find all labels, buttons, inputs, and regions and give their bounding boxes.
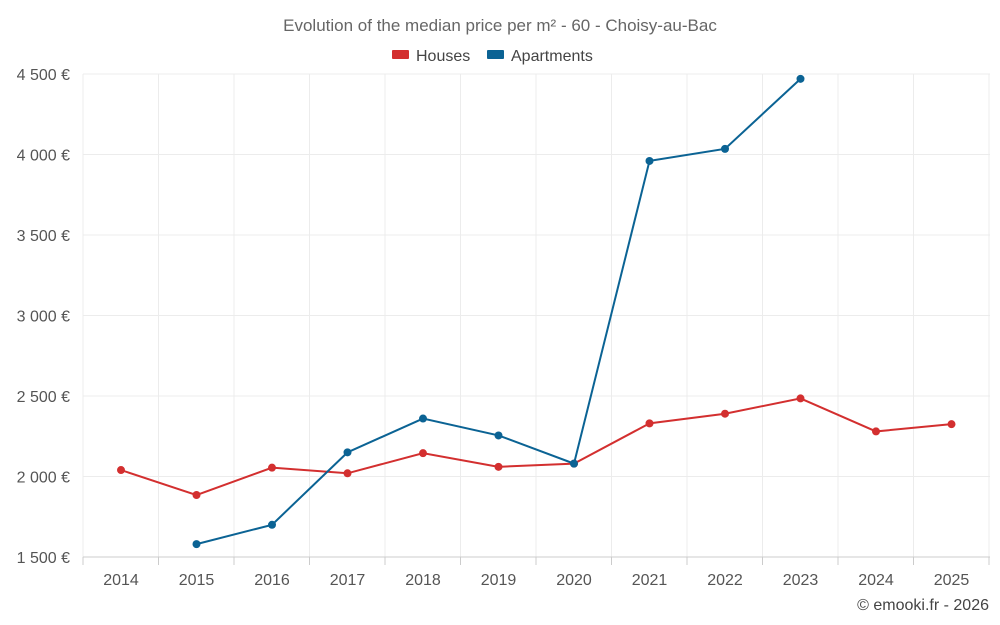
x-tick-label-2015: 2015 <box>179 572 215 589</box>
data-point-apartments-2018[interactable] <box>419 414 427 423</box>
series-line-houses <box>120 397 952 497</box>
x-tick-label-2016: 2016 <box>254 572 290 589</box>
data-point-houses-2018[interactable] <box>419 449 427 458</box>
data-point-houses-2017[interactable] <box>343 469 352 478</box>
legend-label-apartments: Apartments <box>511 48 593 65</box>
y-tick-label-4500: 4 500 € <box>17 67 70 84</box>
x-tick-label-2018: 2018 <box>405 572 441 589</box>
credit-text: © emooki.fr - 2026 <box>857 597 989 614</box>
legend-swatch-apartments <box>487 50 504 59</box>
x-tick-label-2020: 2020 <box>556 572 592 589</box>
data-point-apartments-2020[interactable] <box>570 459 578 468</box>
data-point-houses-2023[interactable] <box>796 394 805 403</box>
data-point-houses-2024[interactable] <box>872 427 880 436</box>
data-point-apartments-2017[interactable] <box>343 448 352 457</box>
data-point-apartments-2019[interactable] <box>494 431 503 440</box>
y-tick-label-1500: 1 500 € <box>17 550 70 567</box>
x-axis-tick-labels: 2014 2015 2016 2017 2018 2019 2020 2021 2022 2023… <box>103 572 969 589</box>
x-gridlines <box>82 74 990 565</box>
data-point-apartments-2023[interactable] <box>796 74 805 83</box>
legend-label-houses: Houses <box>416 48 470 65</box>
legend-swatch-houses <box>392 50 409 59</box>
x-tick-label-2023: 2023 <box>783 572 819 589</box>
data-point-houses-2021[interactable] <box>645 419 654 428</box>
y-tick-label-4000: 4 000 € <box>17 148 70 165</box>
y-tick-label-3000: 3 000 € <box>17 309 70 326</box>
data-point-apartments-2015[interactable] <box>192 540 201 549</box>
x-tick-label-2017: 2017 <box>330 572 366 589</box>
x-tick-label-2024: 2024 <box>858 572 894 589</box>
data-point-houses-2019[interactable] <box>494 462 503 471</box>
data-point-houses-2014[interactable] <box>117 466 125 475</box>
legend: Houses Apartments <box>392 48 593 65</box>
legend-item-apartments[interactable]: Apartments <box>487 48 593 65</box>
legend-item-houses[interactable]: Houses <box>392 48 470 65</box>
y-axis-tick-labels: 1 500 € 2 000 € 2 500 € 3 000 € 3 500 € 4 000… <box>17 67 70 567</box>
y-tick-label-3500: 3 500 € <box>17 228 70 245</box>
series-layer <box>117 74 956 549</box>
series-apartments <box>192 74 805 549</box>
y-tick-label-2500: 2 500 € <box>17 389 70 406</box>
x-tick-label-2019: 2019 <box>481 572 517 589</box>
data-point-apartments-2016[interactable] <box>268 520 276 529</box>
x-tick-label-2014: 2014 <box>103 572 139 589</box>
y-tick-label-2000: 2 000 € <box>17 470 70 487</box>
data-point-apartments-2021[interactable] <box>645 156 654 165</box>
x-tick-label-2025: 2025 <box>934 572 970 589</box>
data-point-houses-2015[interactable] <box>192 491 201 500</box>
chart-title: Evolution of the median price per m² - 6… <box>283 16 717 35</box>
data-point-houses-2022[interactable] <box>721 409 729 418</box>
data-point-houses-2025[interactable] <box>947 420 956 429</box>
x-tick-label-2022: 2022 <box>707 572 743 589</box>
x-tick-label-2021: 2021 <box>632 572 668 589</box>
data-point-houses-2016[interactable] <box>268 463 276 472</box>
data-point-apartments-2022[interactable] <box>721 144 729 153</box>
series-line-apartments <box>196 78 802 546</box>
